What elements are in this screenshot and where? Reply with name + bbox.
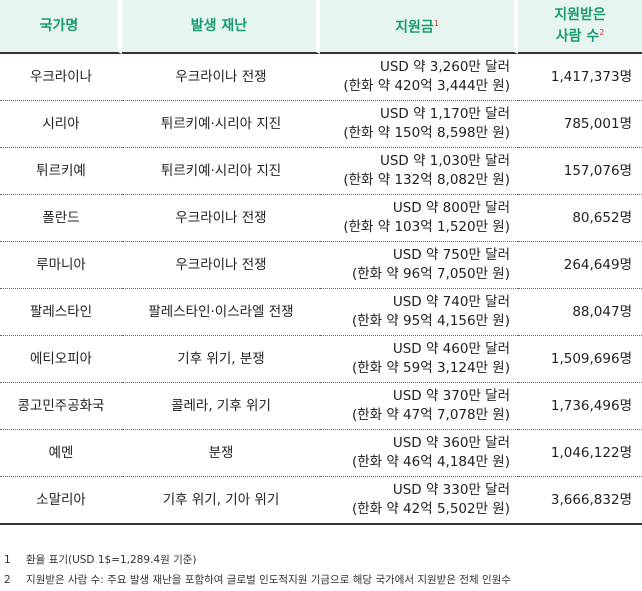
funding-usd: USD 약 330만 달러 [392, 482, 510, 498]
people-cell: 157,076명 [518, 148, 642, 195]
people-cell: 80,652명 [518, 195, 642, 242]
footnotes: 1 환율 표기(USD 1$=1,289.4원 기준) 2 지원받은 사람 수: 주… [4, 550, 511, 590]
people-cell: 1,046,122명 [518, 430, 642, 477]
funding-usd: USD 약 3,260만 달러 [379, 59, 510, 75]
header-people: 지원받은 사람 수2 [518, 0, 642, 54]
funding-krw: (한화 약 132억 8,082만 원) [343, 172, 510, 188]
funding-usd: USD 약 800만 달러 [392, 200, 510, 216]
funding-cell: USD 약 370만 달러 (한화 약 47억 7,078만 원) [320, 383, 518, 430]
disaster-cell: 우크라이나 전쟁 [122, 195, 320, 242]
table-row: 콩고민주공화국 콜레라, 기후 위기 USD 약 370만 달러 (한화 약 47억 … [0, 383, 642, 430]
footnote-ref-2: 2 [599, 27, 605, 37]
country-cell: 에티오피아 [0, 336, 122, 383]
funding-usd: USD 약 740만 달러 [392, 294, 510, 310]
table-row: 소말리아 기후 위기, 기아 위기 USD 약 330만 달러 (한화 약 42억 5… [0, 477, 642, 525]
funding-usd: USD 약 750만 달러 [392, 247, 510, 263]
people-cell: 785,001명 [518, 101, 642, 148]
country-cell: 루마니아 [0, 242, 122, 289]
header-country: 국가명 [0, 0, 122, 54]
disaster-cell: 기후 위기, 기아 위기 [122, 477, 320, 525]
table-row: 폴란드 우크라이나 전쟁 USD 약 800만 달러 (한화 약 103억 1,520… [0, 195, 642, 242]
aid-table: 국가명 발생 재난 지원금1 지원받은 사람 수2 우크라이나 우크라이나 전쟁 US… [0, 0, 642, 525]
funding-cell: USD 약 800만 달러 (한화 약 103억 1,520만 원) [320, 195, 518, 242]
disaster-cell: 콜레라, 기후 위기 [122, 383, 320, 430]
table-row: 루마니아 우크라이나 전쟁 USD 약 750만 달러 (한화 약 96억 7,050… [0, 242, 642, 289]
header-funding: 지원금1 [320, 0, 518, 54]
table-row: 예멘 분쟁 USD 약 360만 달러 (한화 약 46억 4,184만 원) 1,04… [0, 430, 642, 477]
footnote-ref-1: 1 [433, 19, 439, 29]
funding-usd: USD 약 370만 달러 [392, 388, 510, 404]
disaster-cell: 팔레스타인·이스라엘 전쟁 [122, 289, 320, 336]
footnote-2: 2 지원받은 사람 수: 주요 발생 재난을 포함하여 글로벌 인도적지원 기금으… [4, 574, 511, 586]
country-cell: 우크라이나 [0, 54, 122, 101]
people-cell: 1,736,496명 [518, 383, 642, 430]
table-row: 에티오피아 기후 위기, 분쟁 USD 약 460만 달러 (한화 약 59억 3,1… [0, 336, 642, 383]
funding-krw: (한화 약 96억 7,050만 원) [351, 266, 510, 282]
funding-krw: (한화 약 42억 5,502만 원) [351, 501, 510, 517]
disaster-cell: 우크라이나 전쟁 [122, 242, 320, 289]
funding-krw: (한화 약 103억 1,520만 원) [343, 219, 510, 235]
funding-cell: USD 약 460만 달러 (한화 약 59억 3,124만 원) [320, 336, 518, 383]
table-row: 팔레스타인 팔레스타인·이스라엘 전쟁 USD 약 740만 달러 (한화 약 95억… [0, 289, 642, 336]
people-cell: 88,047명 [518, 289, 642, 336]
disaster-cell: 기후 위기, 분쟁 [122, 336, 320, 383]
funding-krw: (한화 약 420억 3,444만 원) [343, 78, 510, 94]
country-cell: 팔레스타인 [0, 289, 122, 336]
funding-krw: (한화 약 59억 3,124만 원) [351, 360, 510, 376]
country-cell: 예멘 [0, 430, 122, 477]
funding-usd: USD 약 460만 달러 [392, 341, 510, 357]
disaster-cell: 분쟁 [122, 430, 320, 477]
funding-cell: USD 약 740만 달러 (한화 약 95억 4,156만 원) [320, 289, 518, 336]
funding-cell: USD 약 1,170만 달러 (한화 약 150억 8,598만 원) [320, 101, 518, 148]
table-row: 시리아 튀르키예·시리아 지진 USD 약 1,170만 달러 (한화 약 150억 … [0, 101, 642, 148]
header-disaster: 발생 재난 [122, 0, 320, 54]
country-cell: 튀르키예 [0, 148, 122, 195]
funding-usd: USD 약 360만 달러 [392, 435, 510, 451]
disaster-cell: 튀르키예·시리아 지진 [122, 101, 320, 148]
disaster-cell: 튀르키예·시리아 지진 [122, 148, 320, 195]
funding-cell: USD 약 360만 달러 (한화 약 46억 4,184만 원) [320, 430, 518, 477]
country-cell: 콩고민주공화국 [0, 383, 122, 430]
funding-usd: USD 약 1,170만 달러 [379, 106, 510, 122]
country-cell: 시리아 [0, 101, 122, 148]
people-cell: 1,509,696명 [518, 336, 642, 383]
funding-cell: USD 약 3,260만 달러 (한화 약 420억 3,444만 원) [320, 54, 518, 101]
header-row: 국가명 발생 재난 지원금1 지원받은 사람 수2 [0, 0, 642, 54]
people-cell: 264,649명 [518, 242, 642, 289]
funding-krw: (한화 약 150억 8,598만 원) [343, 125, 510, 141]
funding-cell: USD 약 330만 달러 (한화 약 42억 5,502만 원) [320, 477, 518, 525]
funding-krw: (한화 약 47억 7,078만 원) [351, 407, 510, 423]
footnote-1: 1 환율 표기(USD 1$=1,289.4원 기준) [4, 554, 197, 566]
people-cell: 1,417,373명 [518, 54, 642, 101]
table-row: 튀르키예 튀르키예·시리아 지진 USD 약 1,030만 달러 (한화 약 132억… [0, 148, 642, 195]
funding-krw: (한화 약 46억 4,184만 원) [351, 454, 510, 470]
funding-krw: (한화 약 95억 4,156만 원) [351, 313, 510, 329]
country-cell: 소말리아 [0, 477, 122, 525]
funding-usd: USD 약 1,030만 달러 [379, 153, 510, 169]
funding-cell: USD 약 1,030만 달러 (한화 약 132억 8,082만 원) [320, 148, 518, 195]
table-row: 우크라이나 우크라이나 전쟁 USD 약 3,260만 달러 (한화 약 420억 3… [0, 54, 642, 101]
people-cell: 3,666,832명 [518, 477, 642, 525]
funding-cell: USD 약 750만 달러 (한화 약 96억 7,050만 원) [320, 242, 518, 289]
disaster-cell: 우크라이나 전쟁 [122, 54, 320, 101]
country-cell: 폴란드 [0, 195, 122, 242]
